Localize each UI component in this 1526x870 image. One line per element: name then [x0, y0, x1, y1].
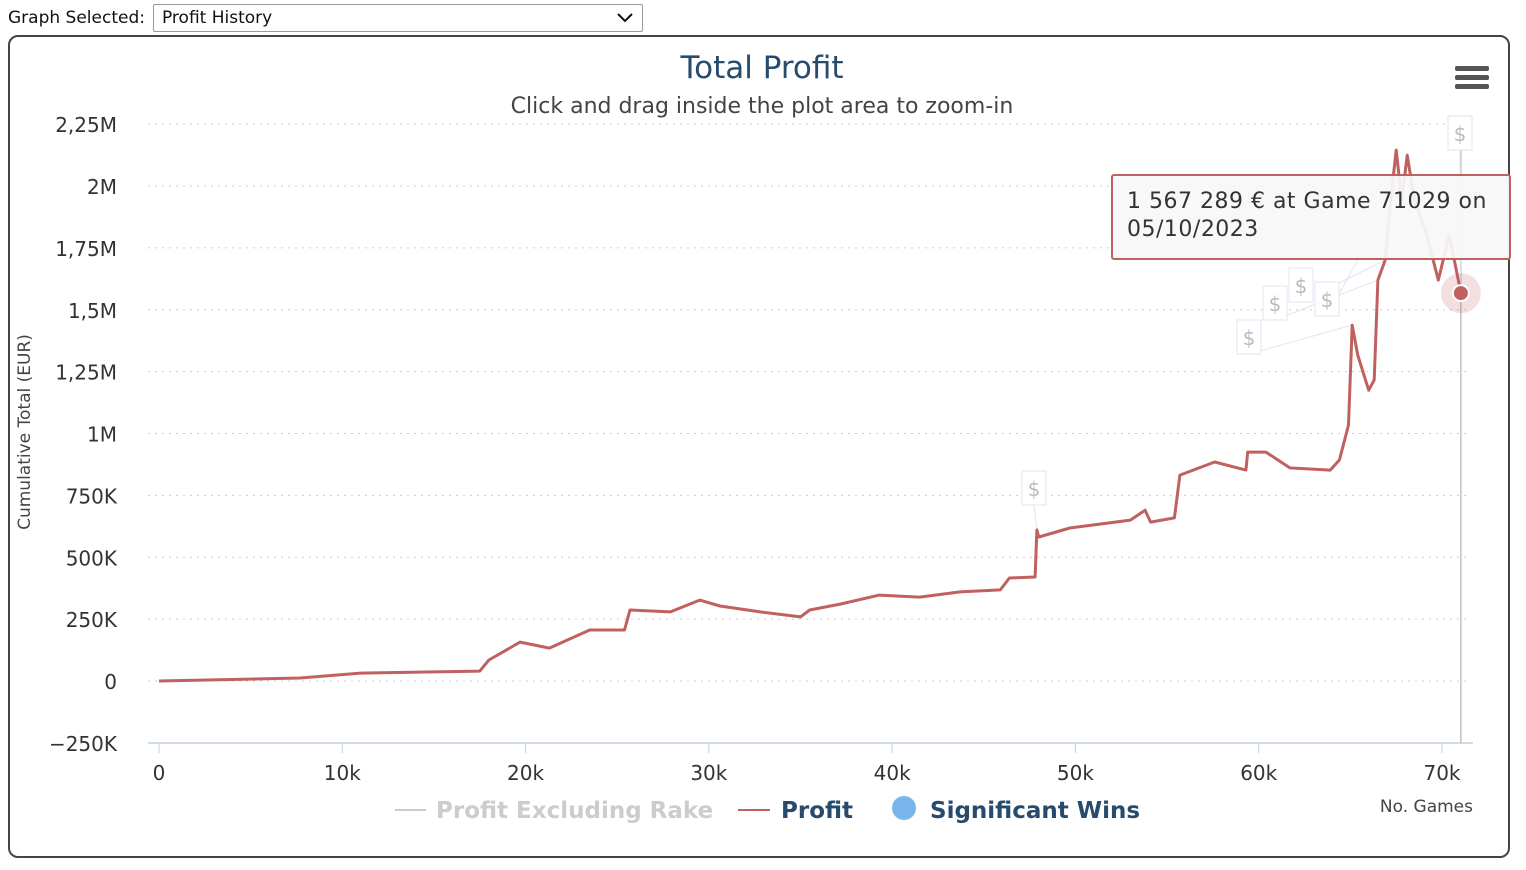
flag-label: $	[1454, 122, 1467, 146]
chart-subtitle: Click and drag inside the plot area to z…	[511, 94, 1014, 119]
significant-win-flag	[1447, 115, 1473, 151]
y-tick-label: 2M	[87, 175, 117, 199]
flag-label: $	[1028, 477, 1041, 501]
hover-point	[1451, 284, 1470, 303]
flag-connector	[1033, 504, 1038, 531]
y-tick-label: 1M	[87, 423, 117, 447]
chart-frame	[8, 35, 1510, 858]
flag-label: $	[1243, 326, 1256, 350]
flag-label: $	[1295, 274, 1308, 298]
chart-title: Total Profit	[679, 50, 843, 86]
menu-icon-bar	[1455, 66, 1489, 71]
legend-profit[interactable]: Profit	[781, 798, 853, 824]
x-tick-label: 50k	[1057, 761, 1094, 785]
significant-win-flag	[1288, 267, 1314, 303]
menu-icon[interactable]	[1450, 60, 1494, 96]
graph-selected-label: Graph Selected:	[8, 8, 145, 28]
significant-win-flag	[1236, 319, 1262, 355]
y-tick-label: 250K	[66, 608, 118, 632]
menu-icon-bar	[1455, 84, 1489, 89]
flag-connector	[1300, 259, 1386, 303]
y-tick-label: −250K	[49, 732, 118, 756]
x-tick-label: 70k	[1423, 761, 1460, 785]
x-tick-label: 10k	[324, 761, 361, 785]
tooltip-text: 1 567 289 € at Game 71029 on 05/10/2023	[1127, 189, 1487, 242]
y-tick-label: 1,75M	[55, 237, 117, 261]
significant-win-flag	[1262, 285, 1288, 321]
graph-select[interactable]: Profit History	[152, 4, 643, 32]
significant-win-flag	[1021, 470, 1047, 506]
graph-select-value: Profit History	[161, 8, 273, 28]
y-tick-label: 0	[104, 670, 117, 694]
flag-label: $	[1321, 288, 1334, 312]
graph-selector-bar: Graph Selected: Profit History	[8, 4, 643, 32]
menu-icon-bar	[1455, 75, 1489, 80]
chevron-down-icon	[617, 13, 633, 23]
x-tick-label: 30k	[690, 761, 727, 785]
flag-label: $	[1269, 292, 1282, 316]
legend-marker-significant-wins	[892, 796, 916, 820]
x-tick-label: 40k	[874, 761, 911, 785]
tooltip: 1 567 289 € at Game 71029 on 05/10/2023	[1111, 174, 1511, 260]
x-tick-label: 0	[153, 761, 166, 785]
y-tick-label: 1,5M	[68, 299, 117, 323]
flag-connector	[1248, 324, 1353, 355]
x-axis-title: No. Games	[1380, 797, 1473, 817]
y-tick-label: 750K	[66, 484, 118, 508]
x-tick-label: 60k	[1240, 761, 1277, 785]
x-tick-label: 20k	[507, 761, 544, 785]
y-tick-label: 2,25M	[55, 113, 117, 137]
y-tick-label: 1,25M	[55, 361, 117, 385]
y-tick-label: 500K	[66, 546, 118, 570]
legend-profit-excl-rake[interactable]: Profit Excluding Rake	[436, 798, 713, 824]
y-axis-title: Cumulative Total (EUR)	[15, 334, 35, 530]
legend-significant-wins[interactable]: Significant Wins	[930, 798, 1140, 824]
significant-win-flag	[1314, 281, 1340, 317]
